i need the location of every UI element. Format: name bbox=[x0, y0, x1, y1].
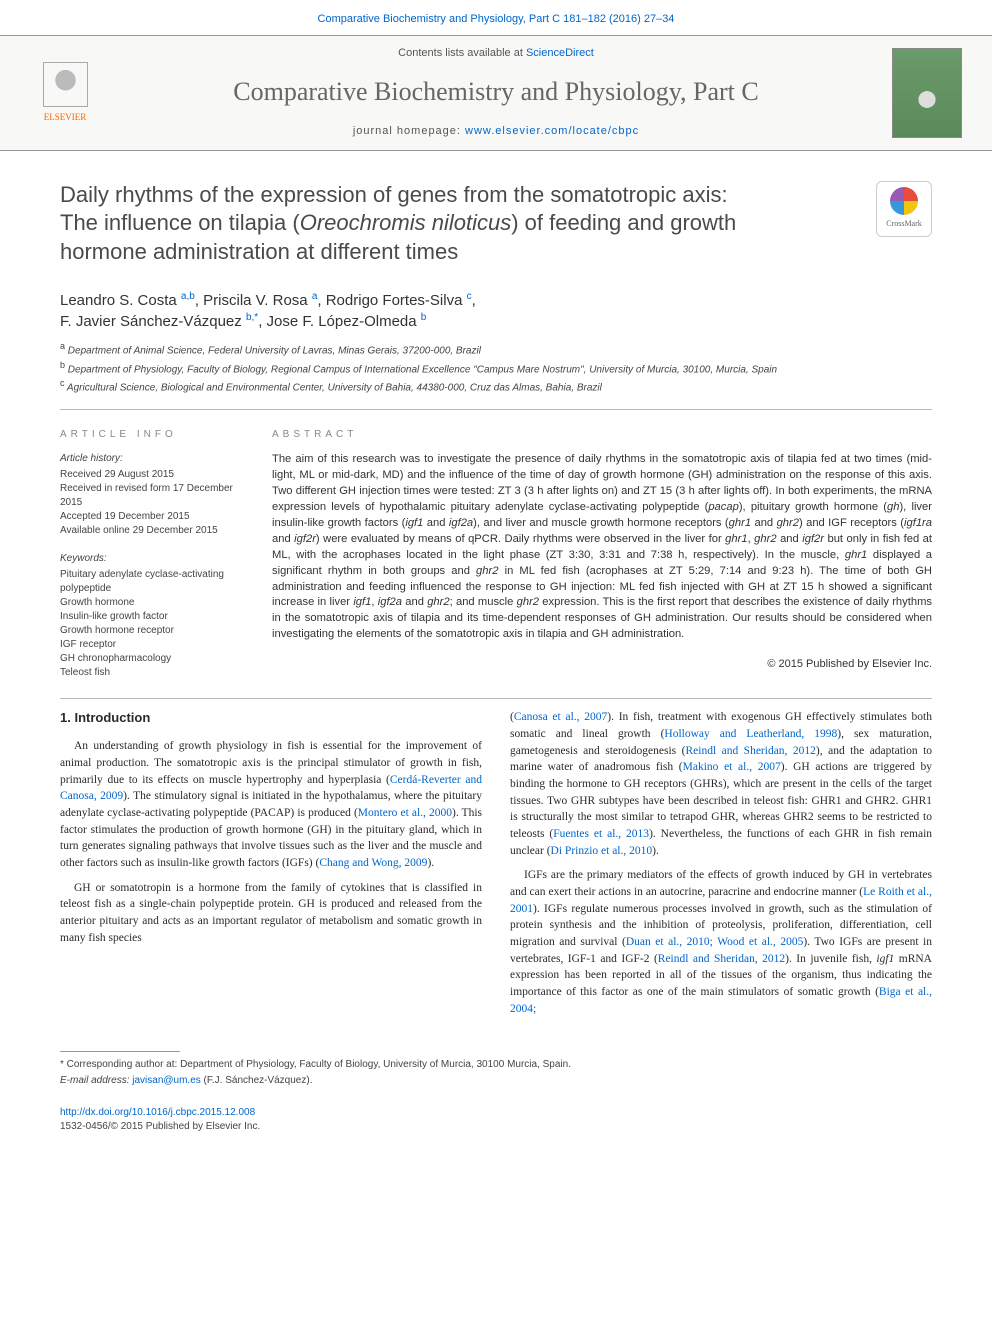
banner-center: Contents lists available at ScienceDirec… bbox=[100, 46, 892, 139]
keyword-1: Pituitary adenylate cyclase-activating p… bbox=[60, 568, 240, 596]
history-received: Received 29 August 2015 bbox=[60, 468, 240, 482]
info-abstract-row: article info Article history: Received 2… bbox=[0, 410, 992, 698]
author-1: Leandro S. Costa bbox=[60, 292, 181, 309]
article-title: Daily rhythms of the expression of genes… bbox=[60, 181, 856, 267]
journal-homepage: journal homepage: www.elsevier.com/locat… bbox=[100, 124, 892, 139]
history-online: Available online 29 December 2015 bbox=[60, 524, 240, 538]
title-line-3: hormone administration at different time… bbox=[60, 239, 458, 264]
article-info: article info Article history: Received 2… bbox=[60, 428, 240, 680]
title-line-2b: ) of feeding and growth bbox=[511, 210, 736, 235]
journal-cover-thumbnail bbox=[892, 48, 962, 138]
citation-link[interactable]: Fuentes et al., 2013 bbox=[553, 828, 649, 840]
affiliation-b: b Department of Physiology, Faculty of B… bbox=[60, 359, 932, 377]
keyword-6: GH chronopharmacology bbox=[60, 652, 240, 666]
title-species: Oreochromis niloticus bbox=[300, 210, 512, 235]
homepage-link[interactable]: www.elsevier.com/locate/cbpc bbox=[465, 125, 639, 137]
article-header: Daily rhythms of the expression of genes… bbox=[0, 151, 992, 277]
crossmark-badge[interactable]: CrossMark bbox=[876, 181, 932, 237]
citation-link[interactable]: Montero et al., 2000 bbox=[358, 807, 452, 819]
email-link[interactable]: javisan@um.es bbox=[132, 1075, 201, 1086]
abstract-column: abstract The aim of this research was to… bbox=[272, 428, 932, 680]
author-3: , Rodrigo Fortes-Silva bbox=[317, 292, 466, 309]
citation-link[interactable]: Canosa et al., 2007 bbox=[514, 711, 607, 723]
affiliation-c: c Agricultural Science, Biological and E… bbox=[60, 377, 932, 395]
history-revised: Received in revised form 17 December 201… bbox=[60, 482, 240, 510]
affiliations: a Department of Animal Science, Federal … bbox=[0, 336, 992, 409]
column-left: 1. Introduction An understanding of grow… bbox=[60, 709, 482, 1025]
citation-link[interactable]: Holloway and Leatherland, 1998 bbox=[664, 728, 837, 740]
homepage-prefix: journal homepage: bbox=[353, 125, 465, 137]
keyword-4: Growth hormone receptor bbox=[60, 624, 240, 638]
keywords-block: Keywords: Pituitary adenylate cyclase-ac… bbox=[60, 552, 240, 680]
journal-banner: ELSEVIER Contents lists available at Sci… bbox=[0, 35, 992, 150]
paragraph-4: IGFs are the primary mediators of the ef… bbox=[510, 867, 932, 1017]
article-info-label: article info bbox=[60, 428, 240, 442]
abstract-text: The aim of this research was to investig… bbox=[272, 452, 932, 643]
title-line-2a: The influence on tilapia ( bbox=[60, 210, 300, 235]
author-5-aff: b bbox=[421, 312, 427, 323]
publisher-name: ELSEVIER bbox=[30, 111, 100, 124]
abstract-label: abstract bbox=[272, 428, 932, 442]
author-1-aff: a,b bbox=[181, 291, 195, 302]
paragraph-3: (Canosa et al., 2007). In fish, treatmen… bbox=[510, 709, 932, 859]
footnote-rule bbox=[60, 1051, 180, 1052]
citation-link[interactable]: Di Prinzio et al., 2010 bbox=[551, 845, 653, 857]
citation-link[interactable]: Reindl and Sheridan, 2012 bbox=[685, 745, 815, 757]
citation-link[interactable]: Duan et al., 2010; Wood et al., 2005 bbox=[626, 936, 804, 948]
citation-link[interactable]: Reindl and Sheridan, 2012 bbox=[658, 953, 785, 965]
citation-link[interactable]: Makino et al., 2007 bbox=[683, 761, 781, 773]
issn-copyright: 1532-0456/© 2015 Published by Elsevier I… bbox=[60, 1121, 260, 1132]
publisher-logo: ELSEVIER bbox=[30, 62, 100, 124]
history-block: Article history: Received 29 August 2015… bbox=[60, 452, 240, 538]
contents-prefix: Contents lists available at bbox=[398, 47, 526, 59]
body-columns: 1. Introduction An understanding of grow… bbox=[0, 699, 992, 1045]
keyword-2: Growth hormone bbox=[60, 596, 240, 610]
history-head: Article history: bbox=[60, 452, 240, 466]
section-heading-introduction: 1. Introduction bbox=[60, 709, 482, 728]
title-line-1: Daily rhythms of the expression of genes… bbox=[60, 182, 728, 207]
sciencedirect-link[interactable]: ScienceDirect bbox=[526, 47, 594, 59]
history-accepted: Accepted 19 December 2015 bbox=[60, 510, 240, 524]
email-note: E-mail address: javisan@um.es (F.J. Sánc… bbox=[60, 1074, 932, 1088]
paragraph-1: An understanding of growth physiology in… bbox=[60, 738, 482, 871]
author-2: , Priscila V. Rosa bbox=[195, 292, 312, 309]
crossmark-label: CrossMark bbox=[886, 218, 922, 229]
affiliation-a: a Department of Animal Science, Federal … bbox=[60, 340, 932, 358]
keyword-3: Insulin-like growth factor bbox=[60, 610, 240, 624]
title-block: Daily rhythms of the expression of genes… bbox=[60, 181, 856, 267]
keyword-7: Teleost fish bbox=[60, 666, 240, 680]
doi-link[interactable]: http://dx.doi.org/10.1016/j.cbpc.2015.12… bbox=[60, 1107, 255, 1118]
author-4: F. Javier Sánchez-Vázquez bbox=[60, 313, 246, 330]
contents-line: Contents lists available at ScienceDirec… bbox=[100, 46, 892, 61]
journal-issue-link[interactable]: Comparative Biochemistry and Physiology,… bbox=[0, 0, 992, 35]
crossmark-icon bbox=[890, 187, 918, 215]
paragraph-2: GH or somatotropin is a hormone from the… bbox=[60, 880, 482, 947]
corresponding-author-note: * Corresponding author at: Department of… bbox=[60, 1058, 932, 1072]
journal-name: Comparative Biochemistry and Physiology,… bbox=[100, 74, 892, 110]
page-footer: * Corresponding author at: Department of… bbox=[0, 1045, 992, 1152]
doi-line: http://dx.doi.org/10.1016/j.cbpc.2015.12… bbox=[60, 1106, 932, 1134]
abstract-copyright: © 2015 Published by Elsevier Inc. bbox=[272, 657, 932, 672]
column-right: (Canosa et al., 2007). In fish, treatmen… bbox=[510, 709, 932, 1025]
keyword-5: IGF receptor bbox=[60, 638, 240, 652]
citation-link[interactable]: Chang and Wong, 2009 bbox=[319, 857, 427, 869]
author-3-aff: c bbox=[467, 291, 472, 302]
author-5: , Jose F. López-Olmeda bbox=[258, 313, 421, 330]
keywords-head: Keywords: bbox=[60, 552, 240, 566]
author-list: Leandro S. Costa a,b, Priscila V. Rosa a… bbox=[0, 276, 992, 336]
